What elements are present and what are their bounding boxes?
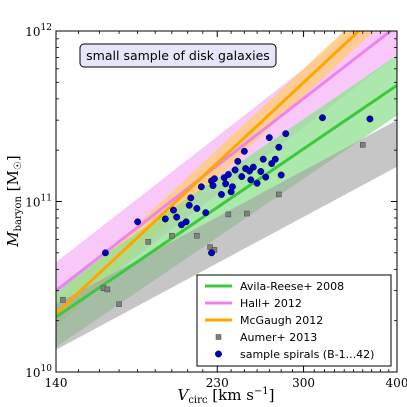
point-spiral-1 (101, 249, 109, 257)
legend-label-avila-reese-2008: Avila-Reese+ 2008 (240, 280, 344, 293)
line-avila-reese-2008 (56, 84, 397, 319)
legend-label-aumer-2013: Aumer+ 2013 (240, 331, 317, 344)
point-spiral-33 (259, 155, 267, 163)
line-hall-2012 (56, 31, 393, 292)
point-spiral-2 (134, 218, 142, 226)
axis-tick-labels: 140 230 300 400 1010 1011 1012 (25, 23, 407, 390)
point-spiral-15 (209, 182, 217, 190)
point-spiral-7 (182, 218, 190, 226)
point-aumer-11 (244, 210, 250, 217)
point-spiral-25 (238, 173, 246, 181)
relation-lines (56, 31, 397, 319)
point-spiral-24 (234, 157, 242, 165)
point-spiral-17 (218, 190, 225, 198)
point-spiral-29 (247, 176, 255, 184)
x-axis-var-sub: circ (188, 395, 208, 406)
point-spiral-38 (275, 143, 283, 151)
legend-label-hall-2012: Hall+ 2012 (240, 297, 302, 310)
point-aumer-10 (225, 211, 232, 218)
y-tick-label: 1011 (25, 194, 52, 210)
point-aumer-6 (169, 232, 175, 239)
x-axis-var: V (177, 386, 190, 404)
x-axis-unit: [km s (212, 386, 254, 404)
y-axis-title: Mbaryon [M☉] (4, 155, 24, 247)
point-spiral-9 (187, 194, 195, 202)
x-tick-label: 230 (206, 376, 229, 390)
y-axis-unit-sun: ☉ (13, 161, 24, 170)
point-spiral-40 (282, 130, 290, 138)
y-axis-unit-end: ] (4, 155, 22, 161)
x-axis-unit-sup: −1 (254, 386, 269, 397)
point-spiral-42 (366, 115, 374, 123)
point-spiral-5 (173, 213, 181, 221)
legend: Avila-Reese+ 2008 Hall+ 2012 McGaugh 2012 A… (196, 274, 392, 367)
band-aumer-2013 (56, 120, 397, 350)
x-tick-label: 300 (292, 376, 315, 390)
point-spiral-32 (257, 168, 265, 175)
point-aumer-13 (360, 142, 366, 148)
point-spiral-16 (210, 175, 218, 183)
x-axis-unit-end: ] (269, 386, 275, 404)
y-tick-label: 1010 (25, 364, 52, 380)
x-tick-label: 400 (386, 376, 407, 390)
point-spiral-10 (193, 205, 201, 212)
point-spiral-12 (202, 209, 210, 217)
x-axis-title: Vcirc [km s−1] (177, 386, 274, 406)
y-tick-label: 1012 (25, 23, 52, 39)
annotation-text: small sample of disk galaxies (86, 48, 270, 63)
x-tick-label: 140 (45, 376, 68, 390)
y-axis-unit: [M (4, 170, 22, 191)
legend-label-sample-spirals-b-1-42: sample spirals (B-1...42) (240, 348, 374, 361)
point-spiral-39 (277, 171, 285, 179)
point-spiral-23 (231, 166, 239, 174)
point-aumer-8 (207, 244, 213, 250)
point-spiral-11 (197, 183, 205, 191)
point-spiral-34 (262, 173, 270, 181)
point-spiral-20 (224, 171, 232, 178)
point-aumer-4 (116, 301, 122, 307)
legend-swatch-sample-spirals-b-1-42 (215, 350, 222, 358)
point-spiral-22 (228, 183, 236, 191)
point-aumer-7 (194, 232, 200, 239)
point-spiral-37 (271, 155, 279, 163)
point-spiral-14 (208, 249, 216, 257)
annotation-box: small sample of disk galaxies (79, 43, 277, 68)
line-mcgaugh-2012 (56, 31, 361, 315)
point-spiral-30 (249, 163, 257, 171)
point-spiral-41 (319, 114, 326, 122)
point-spiral-26 (240, 147, 248, 155)
point-spiral-31 (253, 179, 261, 187)
legend-label-mcgaugh-2012: McGaugh 2012 (240, 314, 323, 327)
point-aumer-5 (145, 239, 152, 245)
point-spiral-4 (170, 206, 177, 214)
point-spiral-19 (222, 180, 230, 188)
point-spiral-35 (265, 134, 273, 142)
point-aumer-1 (60, 297, 66, 303)
y-axis-var-sub: baryon (13, 196, 24, 232)
y-axis-var: M (4, 231, 22, 248)
point-spiral-3 (161, 215, 169, 223)
axis-ticks (55, 30, 398, 373)
data-points (60, 114, 374, 307)
point-spiral-8 (185, 201, 193, 209)
point-aumer-12 (276, 191, 282, 198)
point-aumer-3 (104, 286, 111, 293)
legend-swatch-aumer-2013 (215, 334, 222, 340)
